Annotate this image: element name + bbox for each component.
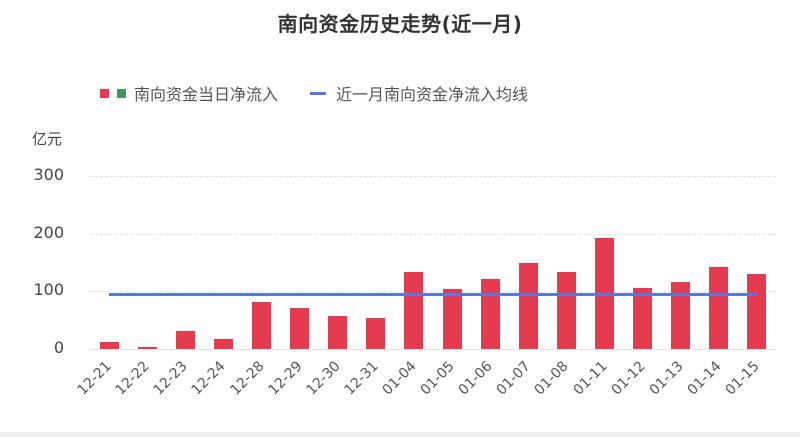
gridline bbox=[90, 176, 776, 177]
legend-label-daily-inflow: 南向资金当日净流入 bbox=[134, 85, 279, 104]
bar-01-06[interactable] bbox=[480, 279, 500, 349]
gridline bbox=[90, 291, 776, 293]
bar-12-29[interactable] bbox=[290, 308, 310, 349]
legend-label-average: 近一月南向资金净流入均线 bbox=[336, 85, 529, 104]
bar-12-31[interactable] bbox=[366, 317, 386, 349]
y-axis-unit: 亿元 bbox=[32, 130, 63, 148]
bar-01-12[interactable] bbox=[633, 288, 653, 349]
y-tick-label: 200 bbox=[33, 222, 64, 242]
line-swatch-icon bbox=[310, 91, 327, 95]
bar-12-24[interactable] bbox=[213, 339, 233, 349]
bar-01-07[interactable] bbox=[518, 263, 538, 349]
footer-divider bbox=[0, 432, 800, 437]
gridline bbox=[90, 233, 776, 235]
green-swatch-icon bbox=[117, 88, 126, 98]
bar-01-13[interactable] bbox=[671, 282, 691, 349]
bar-12-21[interactable] bbox=[99, 342, 119, 349]
y-tick-label: 100 bbox=[33, 280, 64, 300]
chart-title: 南向资金历史走势(近一月) bbox=[277, 12, 523, 36]
average-line[interactable] bbox=[109, 292, 757, 296]
bar-12-22[interactable] bbox=[137, 347, 157, 349]
bar-12-30[interactable] bbox=[328, 316, 348, 349]
bar-12-23[interactable] bbox=[175, 331, 195, 349]
bar-01-15[interactable] bbox=[747, 274, 767, 349]
y-tick-label: 0 bbox=[53, 338, 64, 357]
bar-01-04[interactable] bbox=[404, 272, 424, 349]
legend: 南向资金当日净流入 近一月南向资金净流入均线 bbox=[100, 80, 560, 106]
red-swatch-icon bbox=[100, 88, 109, 98]
bar-01-08[interactable] bbox=[556, 272, 576, 349]
bar-01-05[interactable] bbox=[442, 289, 462, 349]
bar-01-14[interactable] bbox=[709, 266, 729, 349]
legend-item-daily-inflow[interactable]: 南向资金当日净流入 bbox=[100, 81, 278, 105]
bar-12-28[interactable] bbox=[252, 301, 271, 349]
legend-item-average-line[interactable]: 近一月南向资金净流入均线 bbox=[310, 81, 528, 105]
x-axis-line bbox=[90, 349, 776, 350]
y-tick-label: 300 bbox=[33, 165, 64, 184]
